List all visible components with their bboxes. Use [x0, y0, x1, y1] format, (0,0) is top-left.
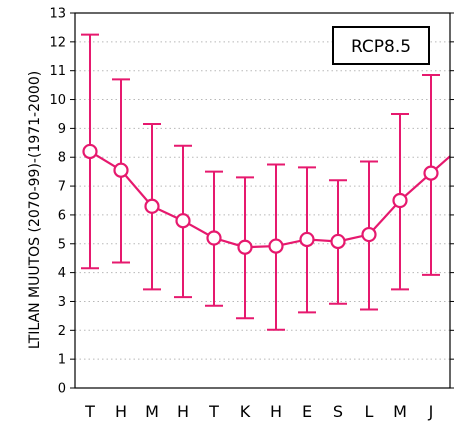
data-point [330, 233, 346, 250]
data-point [113, 162, 129, 178]
x-tick-label: S [333, 402, 343, 421]
y-tick-label: 4 [58, 266, 66, 281]
y-tick-label: 0 [58, 382, 66, 397]
y-tick-label: 13 [49, 7, 66, 22]
data-point [423, 165, 439, 181]
data-point [237, 239, 253, 255]
data-point [82, 143, 98, 160]
plot-frame [74, 12, 451, 389]
y-tick-label: 11 [49, 64, 66, 79]
legend: RCP8.5 [332, 26, 430, 65]
y-tick-label: 5 [58, 237, 66, 252]
y-tick-label: 3 [58, 295, 66, 310]
series-layer [81, 33, 451, 331]
y-tick-label: 1 [58, 353, 66, 368]
x-tick-label: H [270, 402, 282, 421]
x-tick-label: L [365, 402, 374, 421]
x-tick-label: E [302, 402, 312, 421]
data-point [268, 238, 284, 254]
x-tick-label: K [240, 402, 251, 421]
x-tick-label: M [145, 402, 159, 421]
x-tick-label: H [177, 402, 189, 421]
legend-box [332, 26, 430, 65]
y-tick-label: 9 [58, 122, 66, 137]
y-tick-label: 2 [58, 324, 66, 339]
x-tick-label: T [84, 402, 95, 421]
data-point [175, 213, 191, 229]
y-tick-label: 7 [58, 180, 66, 195]
data-point [299, 231, 315, 248]
y-tick-label: 6 [58, 208, 66, 223]
y-tick-label: 12 [49, 35, 66, 50]
y-tick-label: 8 [58, 151, 66, 166]
y-tick-label: 10 [49, 93, 66, 108]
legend-label: RCP8.5 [351, 37, 411, 57]
data-point [206, 230, 222, 246]
data-point [144, 198, 160, 214]
x-tick-label: J [428, 402, 434, 421]
x-tick-label: T [208, 402, 219, 421]
y-axis-title: LTILAN MUUTOS (2070-99)-(1971-2000) [27, 71, 43, 349]
data-point [361, 226, 377, 243]
x-tick-label: H [115, 402, 127, 421]
x-tick-label: M [393, 402, 407, 421]
data-point [392, 192, 408, 209]
